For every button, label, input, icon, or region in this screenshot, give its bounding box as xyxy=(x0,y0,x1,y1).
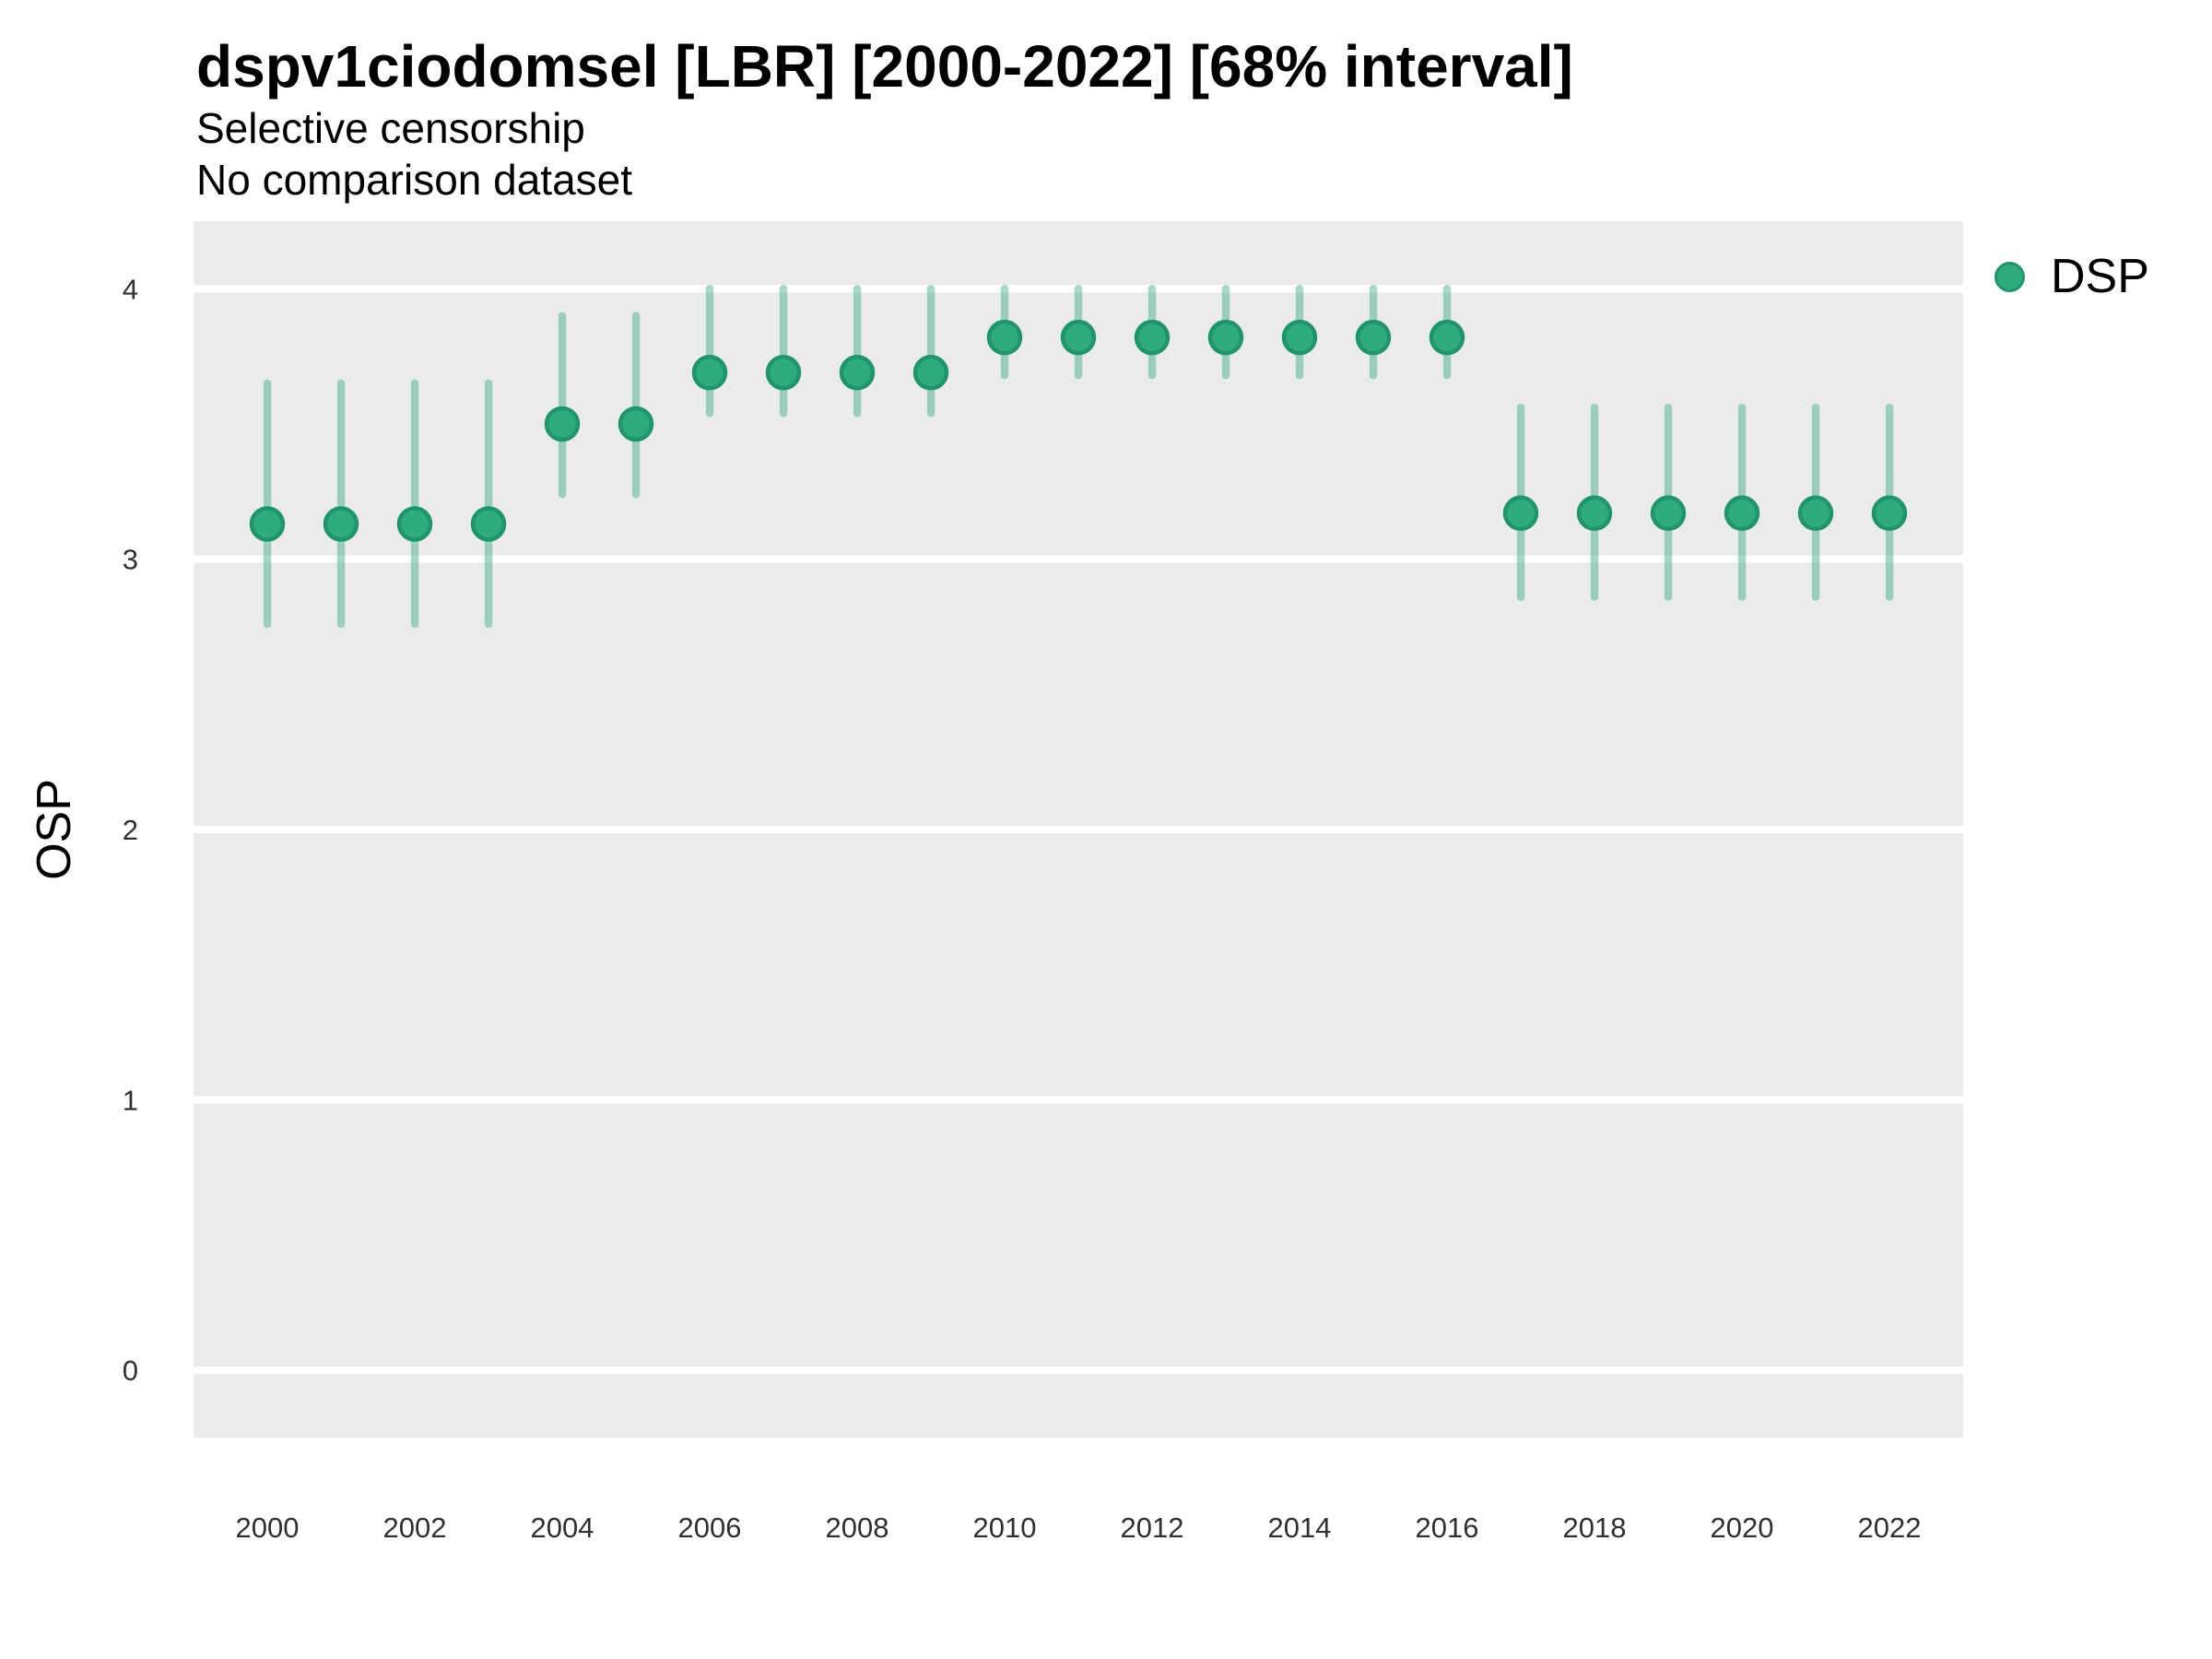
data-point-2018 xyxy=(1576,495,1613,532)
y-tick-label-1: 1 xyxy=(123,1084,138,1116)
legend: DSP xyxy=(1994,249,2149,304)
data-point-2011 xyxy=(1060,319,1097,356)
y-tick-label-0: 0 xyxy=(123,1355,138,1387)
x-tick-label-2012: 2012 xyxy=(1121,1512,1184,1544)
data-point-2009 xyxy=(912,355,949,391)
data-point-2008 xyxy=(839,355,876,391)
y-tick-label-3: 3 xyxy=(123,544,138,576)
legend-label: DSP xyxy=(2051,250,2149,303)
data-point-2006 xyxy=(691,355,728,391)
y-tick-label-2: 2 xyxy=(123,814,138,846)
data-point-2019 xyxy=(1650,495,1687,532)
data-point-2002 xyxy=(396,506,433,542)
data-point-2003 xyxy=(470,506,507,542)
data-point-2021 xyxy=(1797,495,1834,532)
legend-dot-icon xyxy=(1994,261,2025,292)
data-point-2010 xyxy=(986,319,1023,356)
y-tick-label-4: 4 xyxy=(123,273,138,305)
data-point-2005 xyxy=(618,406,654,442)
x-tick-label-2006: 2006 xyxy=(678,1512,742,1544)
data-point-2015 xyxy=(1355,319,1392,356)
x-tick-label-2010: 2010 xyxy=(973,1512,1037,1544)
chart-subtitle-1: Selective censorship xyxy=(196,104,585,152)
chart-subtitle-2: No comparison dataset xyxy=(196,156,633,204)
x-tick-label-2018: 2018 xyxy=(1563,1512,1627,1544)
data-point-2000 xyxy=(249,506,286,542)
x-tick-label-2014: 2014 xyxy=(1268,1512,1332,1544)
x-tick-label-2008: 2008 xyxy=(826,1512,889,1544)
x-tick-label-2002: 2002 xyxy=(383,1512,447,1544)
data-point-2013 xyxy=(1207,319,1244,356)
data-point-2014 xyxy=(1281,319,1318,356)
x-tick-label-2000: 2000 xyxy=(236,1512,300,1544)
x-tick-label-2004: 2004 xyxy=(531,1512,594,1544)
chart-title: dspv1ciodomsel [LBR] [2000-2022] [68% in… xyxy=(196,33,1573,100)
x-tick-label-2020: 2020 xyxy=(1711,1512,1774,1544)
data-point-2020 xyxy=(1724,495,1760,532)
x-tick-label-2022: 2022 xyxy=(1858,1512,1922,1544)
data-point-2007 xyxy=(765,355,802,391)
data-point-2016 xyxy=(1429,319,1465,356)
data-point-2022 xyxy=(1871,495,1908,532)
data-point-2012 xyxy=(1134,319,1171,356)
x-tick-label-2016: 2016 xyxy=(1416,1512,1479,1544)
data-point-2001 xyxy=(323,506,359,542)
data-point-2017 xyxy=(1502,495,1539,532)
data-point-2004 xyxy=(544,406,581,442)
